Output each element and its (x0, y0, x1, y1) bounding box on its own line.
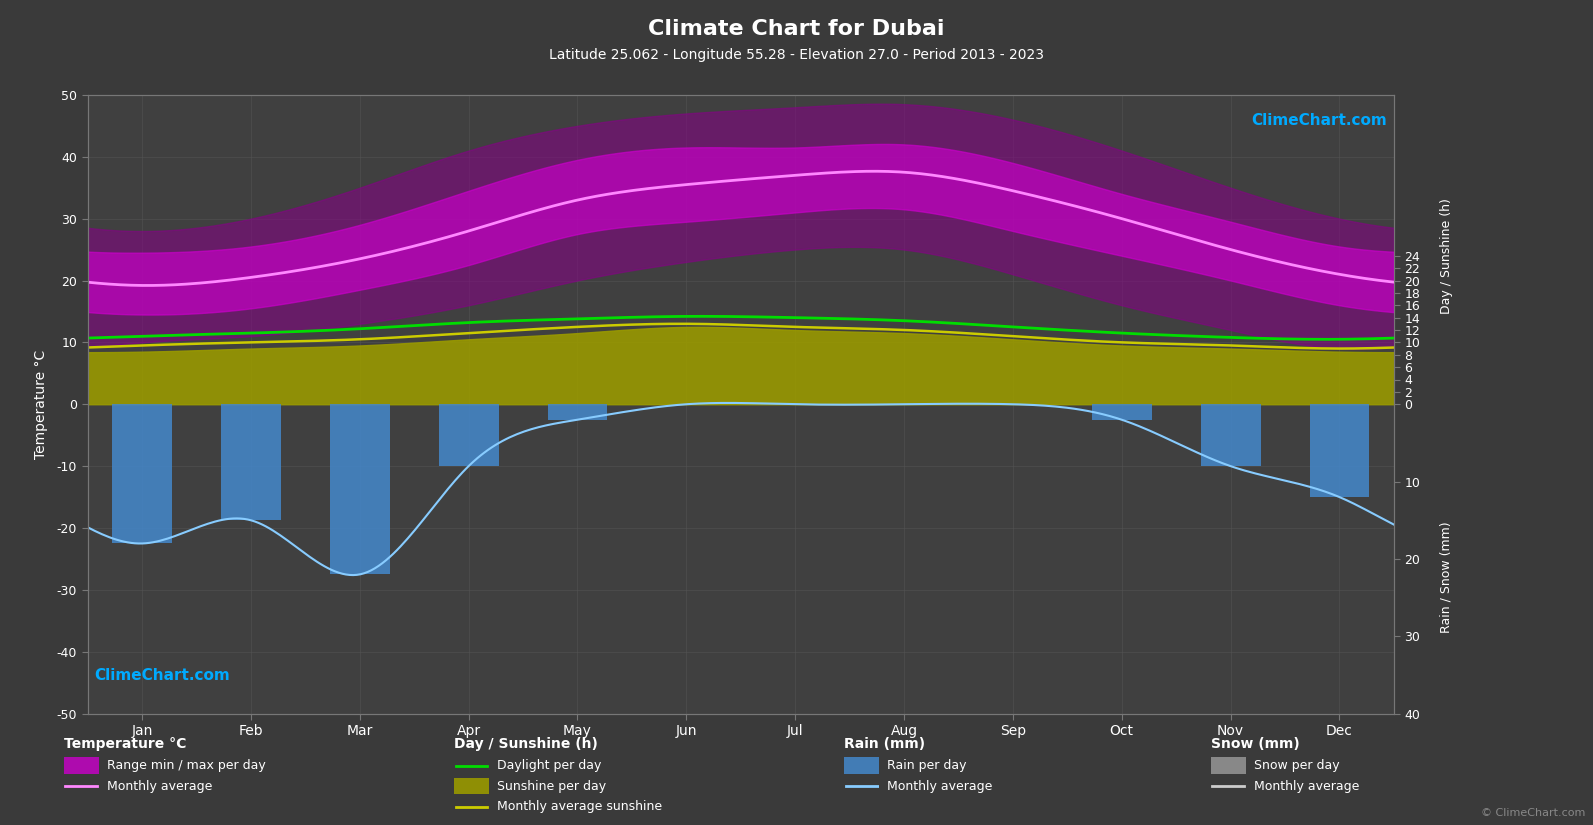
Text: Monthly average: Monthly average (887, 780, 992, 793)
Text: ClimeChart.com: ClimeChart.com (1252, 113, 1388, 129)
Y-axis label: Temperature °C: Temperature °C (35, 350, 48, 459)
Text: Range min / max per day: Range min / max per day (107, 759, 266, 772)
Bar (1091, 404, 1152, 420)
Text: Day / Sunshine (h): Day / Sunshine (h) (454, 738, 597, 751)
Text: Climate Chart for Dubai: Climate Chart for Dubai (648, 19, 945, 39)
Text: Sunshine per day: Sunshine per day (497, 780, 607, 793)
Text: Day / Sunshine (h): Day / Sunshine (h) (1440, 198, 1453, 314)
Text: Snow (mm): Snow (mm) (1211, 738, 1300, 751)
Text: Rain (mm): Rain (mm) (844, 738, 926, 751)
Bar (330, 404, 390, 574)
Text: Snow per day: Snow per day (1254, 759, 1340, 772)
Text: Temperature °C: Temperature °C (64, 738, 186, 751)
Bar (112, 404, 172, 544)
Text: Daylight per day: Daylight per day (497, 759, 602, 772)
Text: © ClimeChart.com: © ClimeChart.com (1480, 808, 1585, 818)
Bar (438, 404, 499, 466)
Text: Monthly average: Monthly average (107, 780, 212, 793)
Text: Latitude 25.062 - Longitude 55.28 - Elevation 27.0 - Period 2013 - 2023: Latitude 25.062 - Longitude 55.28 - Elev… (550, 49, 1043, 62)
Text: Rain per day: Rain per day (887, 759, 967, 772)
Text: ClimeChart.com: ClimeChart.com (94, 667, 229, 683)
Text: Rain / Snow (mm): Rain / Snow (mm) (1440, 521, 1453, 634)
Text: Monthly average: Monthly average (1254, 780, 1359, 793)
Text: Monthly average sunshine: Monthly average sunshine (497, 800, 663, 813)
Bar (1309, 404, 1370, 497)
Bar (548, 404, 607, 420)
Bar (1201, 404, 1260, 466)
Bar (221, 404, 280, 521)
